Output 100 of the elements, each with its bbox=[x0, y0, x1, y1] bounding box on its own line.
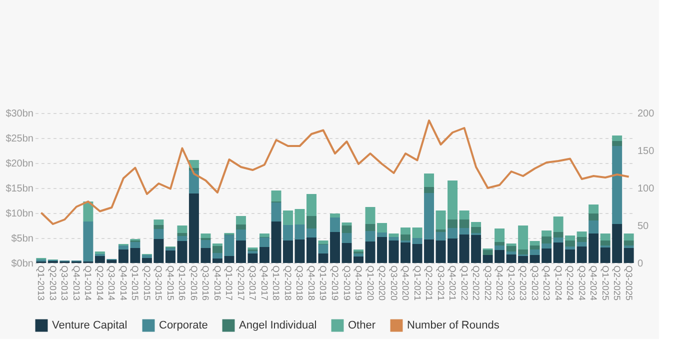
bar bbox=[306, 216, 316, 228]
x-tick-label: Q3-2024 bbox=[576, 266, 587, 301]
bar bbox=[448, 220, 458, 228]
bar bbox=[212, 246, 222, 253]
bar bbox=[506, 252, 516, 254]
bar bbox=[236, 230, 246, 240]
bar bbox=[330, 218, 340, 232]
x-tick-label: Q1-2023 bbox=[506, 266, 516, 301]
bar bbox=[200, 240, 211, 248]
bar bbox=[188, 170, 199, 194]
bar bbox=[612, 146, 622, 224]
bar bbox=[612, 136, 622, 141]
bar bbox=[588, 204, 599, 214]
legend-label: Number of Rounds bbox=[407, 320, 500, 332]
x-tick-label: Q2-2019 bbox=[330, 266, 340, 301]
bar bbox=[600, 240, 610, 246]
bar bbox=[494, 246, 505, 250]
y2-tick-label: 200 bbox=[638, 108, 655, 120]
bar bbox=[236, 224, 246, 230]
bar bbox=[354, 254, 364, 256]
bar bbox=[154, 225, 164, 229]
bar bbox=[553, 216, 564, 232]
bar bbox=[318, 240, 328, 244]
bar bbox=[542, 244, 552, 248]
line-series bbox=[40, 120, 630, 225]
x-tick-label: Q1-2015 bbox=[130, 266, 140, 301]
bar bbox=[306, 238, 316, 263]
bar bbox=[330, 214, 340, 218]
y-tick-label: $25bn bbox=[6, 134, 34, 144]
legend-label: Corporate bbox=[159, 320, 208, 332]
y-tick-label: $15bn bbox=[6, 184, 34, 194]
bar bbox=[565, 240, 576, 246]
bar bbox=[565, 236, 576, 240]
bar bbox=[600, 234, 610, 240]
bar bbox=[330, 232, 340, 263]
bar bbox=[542, 230, 552, 236]
bar bbox=[576, 237, 587, 242]
bar bbox=[177, 226, 188, 233]
x-tick-label: Q4-2018 bbox=[306, 266, 316, 301]
x-tick-label: Q1-2018 bbox=[271, 266, 282, 301]
bar bbox=[612, 141, 622, 146]
x-tick-label: Q3-2013 bbox=[60, 266, 70, 301]
x-tick-label: Q4-2022 bbox=[494, 266, 505, 301]
bar bbox=[576, 232, 587, 237]
bar bbox=[412, 228, 422, 238]
bar bbox=[565, 246, 576, 250]
bar bbox=[154, 220, 164, 225]
bar bbox=[424, 174, 434, 187]
x-tick-label: Q2-2025 bbox=[612, 266, 622, 301]
bar bbox=[342, 233, 352, 243]
bar bbox=[424, 187, 434, 193]
bar bbox=[530, 241, 540, 246]
y-tick-label: $20bn bbox=[6, 158, 34, 170]
x-tick-label: Q2-2016 bbox=[188, 266, 199, 301]
x-tick-label: Q4-2024 bbox=[588, 266, 599, 301]
bar bbox=[400, 234, 411, 240]
x-tick-label: Q1-2020 bbox=[365, 266, 376, 301]
bar bbox=[142, 255, 152, 258]
bar bbox=[177, 233, 188, 236]
bar bbox=[342, 222, 352, 226]
y-tick-label: $0bn bbox=[11, 258, 34, 270]
bar bbox=[494, 242, 505, 246]
x-tick-label: Q2-2017 bbox=[236, 266, 246, 301]
bar bbox=[259, 238, 270, 247]
x-tick-label: Q3-2021 bbox=[436, 266, 446, 301]
bar bbox=[342, 243, 352, 263]
x-tick-label: Q4-2014 bbox=[118, 266, 128, 301]
x-tick-label: Q4-2020 bbox=[400, 266, 411, 301]
x-tick-label: Q2-2018 bbox=[282, 266, 293, 301]
y2-tick-label: 50 bbox=[638, 221, 650, 232]
bar bbox=[624, 240, 634, 246]
x-tick-label: Q4-2021 bbox=[448, 266, 458, 301]
y2-tick-label: 0 bbox=[638, 258, 644, 270]
x-tick-label: Q1-2014 bbox=[83, 266, 94, 301]
bar bbox=[494, 228, 505, 242]
x-tick-label: Q4-2023 bbox=[542, 266, 552, 301]
x-tick-label: Q4-2019 bbox=[354, 266, 364, 301]
bar bbox=[530, 246, 540, 250]
bar bbox=[624, 248, 634, 263]
bar bbox=[154, 229, 164, 239]
bar bbox=[624, 234, 634, 240]
x-tick-label: Q1-2013 bbox=[36, 266, 46, 301]
x-tick-label: Q3-2020 bbox=[388, 266, 399, 301]
x-tick-label: Q2-2015 bbox=[142, 266, 152, 301]
x-tick-label: Q2-2024 bbox=[565, 266, 576, 301]
bar bbox=[588, 214, 599, 220]
x-tick-label: Q1-2021 bbox=[412, 266, 422, 301]
x-tick-label: Q1-2016 bbox=[177, 266, 188, 301]
x-tick-label: Q1-2017 bbox=[224, 266, 234, 301]
x-tick-label: Q3-2019 bbox=[342, 266, 352, 301]
bar bbox=[259, 234, 270, 237]
y-tick-label: $30bn bbox=[6, 108, 34, 120]
bar bbox=[306, 228, 316, 238]
legend-label: Venture Capital bbox=[52, 320, 128, 332]
x-tick-label: Q1-2025 bbox=[600, 266, 610, 301]
x-tick-label: Q3-2014 bbox=[106, 266, 117, 301]
x-tick-label: Q1-2019 bbox=[318, 266, 328, 301]
x-tick-label: Q3-2018 bbox=[294, 266, 305, 301]
bar bbox=[553, 232, 564, 238]
bar bbox=[471, 222, 482, 227]
